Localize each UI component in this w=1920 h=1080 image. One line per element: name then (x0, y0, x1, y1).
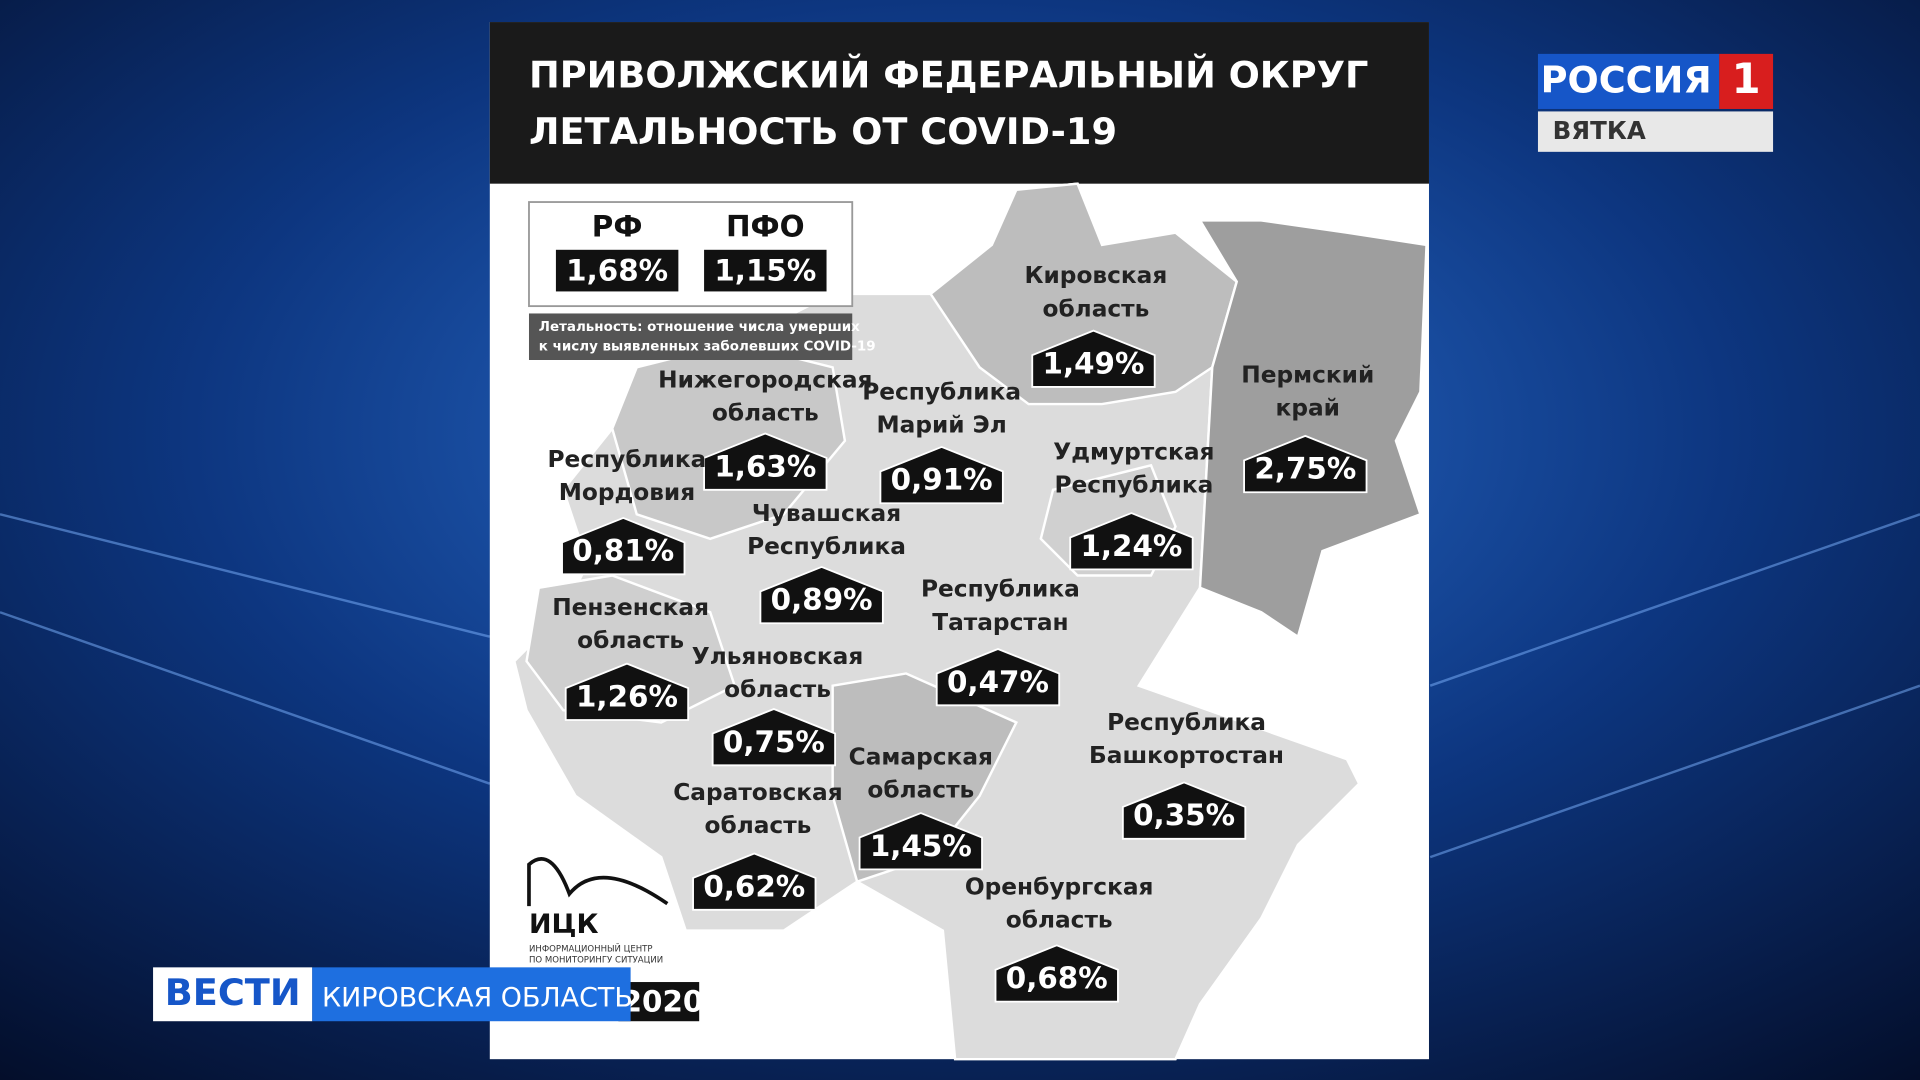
region-value: 0,68% (1006, 961, 1108, 995)
region-name: Республика (747, 533, 906, 560)
region-name: Марий Эл (877, 412, 1007, 439)
region-name: Оренбургская (965, 873, 1154, 900)
region-name: область (712, 399, 819, 426)
value-badge (692, 852, 817, 911)
date-box (618, 982, 700, 1022)
region-value: 0,62% (703, 869, 805, 903)
region-name: Башкортостан (1089, 742, 1284, 769)
region-name: Саратовская (673, 779, 842, 806)
channel-number: 1 (1732, 54, 1761, 103)
region-value: 1,49% (1043, 346, 1145, 380)
region-name: область (705, 812, 812, 839)
header (489, 22, 1429, 184)
region-name: область (867, 777, 974, 804)
region-name: Чувашская (752, 500, 901, 527)
region-name: Самарская (849, 743, 993, 770)
value-badge (711, 707, 837, 767)
region-value: 1,24% (1080, 529, 1182, 563)
region-name: Республика (548, 446, 707, 473)
value-badge (879, 445, 1004, 505)
background-lines (0, 513, 1920, 859)
region-name: Республика (862, 379, 1021, 406)
channel-logo: РОССИЯ 1 ВЯТКА (1537, 53, 1774, 152)
program: ВЕСТИ (165, 971, 301, 1014)
region-name: Удмуртская (1053, 439, 1214, 466)
region-value: 0,89% (771, 583, 873, 617)
note-box (528, 313, 853, 360)
date: 2020 (622, 984, 704, 1018)
region-value: 1,45% (870, 829, 972, 863)
summary-value: 1,68% (566, 253, 668, 287)
region-name: Кировская (1025, 262, 1168, 289)
logo-subtitle: ПО МОНИТОРИНГУ СИТУАЦИИ (529, 956, 663, 966)
region-name: область (577, 627, 684, 654)
summary-value: 1,15% (714, 253, 816, 287)
region-value: 2,75% (1254, 452, 1356, 486)
value-badge (1031, 329, 1156, 388)
summary-label: ПФО (726, 209, 805, 243)
region-value: 1,26% (576, 679, 678, 713)
region-name: Пермский (1241, 361, 1374, 388)
banner-region: КИРОВСКАЯ ОБЛАСТЬ (322, 983, 633, 1014)
region-name: Республика (1054, 472, 1213, 499)
region-value: 0,35% (1133, 798, 1235, 832)
region-value: 0,81% (572, 534, 674, 568)
region-name: Республика (921, 576, 1080, 603)
title: ПРИВОЛЖСКИЙ ФЕДЕРАЛЬНЫЙ ОКРУГ (529, 53, 1368, 97)
logo-subtitle: ИНФОРМАЦИОННЫЙ ЦЕНТР (529, 942, 653, 954)
value-badge (561, 516, 686, 576)
value-badge (703, 432, 828, 491)
region-name: Татарстан (932, 609, 1068, 636)
logo: ИЦК ИНФОРМАЦИОННЫЙ ЦЕНТР ПО МОНИТОРИНГУ … (527, 857, 669, 966)
news-banner: ВЕСТИ КИРОВСКАЯ ОБЛАСТЬ (153, 967, 633, 1022)
value-badge (564, 662, 690, 721)
region-name: Мордовия (559, 479, 695, 506)
value-badge (935, 647, 1061, 707)
value-badge (994, 944, 1119, 1003)
logo-name: ИЦК (529, 909, 599, 940)
region-name: область (724, 676, 831, 703)
region-value: 0,75% (723, 725, 825, 759)
note: к числу выявленных заболевших COVID-19 (539, 339, 876, 355)
value-badge (858, 812, 983, 871)
region-value: 0,91% (891, 463, 993, 497)
value-badge (1069, 512, 1194, 571)
region-name: Республика (1107, 709, 1266, 736)
channel-name: РОССИЯ (1541, 59, 1712, 102)
summary-badge (704, 249, 827, 292)
value-badge (1243, 434, 1368, 494)
region-name: Нижегородская (658, 366, 872, 393)
summary-label: РФ (592, 209, 643, 243)
region-name: Ульяновская (692, 643, 864, 670)
summary-badge (555, 249, 679, 292)
note: Летальность: отношение числа умерших (539, 320, 860, 335)
region-value: 0,47% (947, 665, 1049, 699)
region-name: область (1006, 906, 1113, 933)
region-name: область (1042, 295, 1149, 322)
value-badge (1121, 781, 1247, 840)
title: ЛЕТАЛЬНОСТЬ ОТ COVID-19 (529, 110, 1117, 153)
value-badge (759, 565, 884, 625)
channel-region: ВЯТКА (1553, 116, 1646, 145)
region-name: Пензенская (552, 594, 709, 621)
region-name: край (1276, 394, 1340, 421)
map (512, 182, 1428, 1061)
region-value: 1,63% (714, 449, 816, 483)
